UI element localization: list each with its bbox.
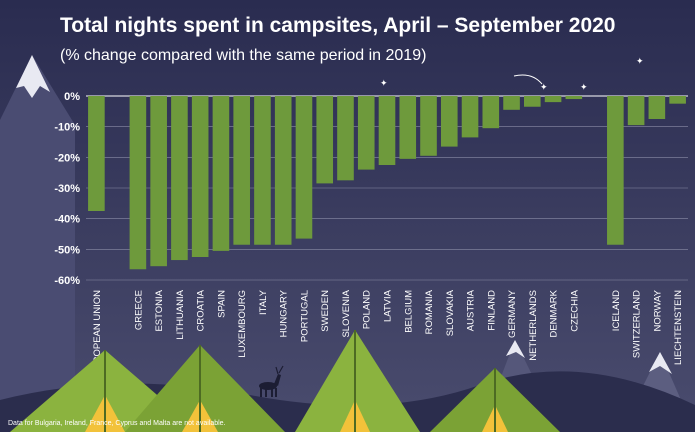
star-icon: ✦ <box>380 79 388 89</box>
x-tick-label: GERMANY <box>507 289 518 338</box>
chart-subtitle: (% change compared with the same period … <box>60 47 427 64</box>
y-tick-label: 0% <box>64 91 80 103</box>
bar <box>440 96 458 147</box>
bar <box>274 96 292 245</box>
x-tick-label: LITHUANIA <box>175 289 186 339</box>
x-tick-label: HUNGARY <box>279 289 290 337</box>
shooting-star-icon: ✦ <box>540 83 548 93</box>
tent-icon <box>430 368 560 432</box>
x-tick-label: ESTONIA <box>154 289 165 331</box>
bar <box>607 96 624 245</box>
snowcap-left <box>16 55 50 98</box>
x-tick-label: POLAND <box>362 290 373 329</box>
x-tick-label: LUXEMBOURG <box>237 290 248 358</box>
snowcap-right <box>649 352 672 374</box>
bar <box>378 96 396 165</box>
mountain-left <box>0 55 75 432</box>
bar <box>171 96 188 261</box>
y-tick-label: -60% <box>54 275 80 287</box>
bar <box>357 96 375 170</box>
x-tick-label: PORTUGAL <box>299 290 310 342</box>
x-tick-label: SWITZERLAND <box>632 290 643 358</box>
y-tick-label: -50% <box>54 244 80 256</box>
y-tick-label: -20% <box>54 152 80 164</box>
x-tick-label: CROATIA <box>196 289 207 331</box>
bar <box>461 96 479 138</box>
x-tick-label: EUROPEAN UNION <box>92 290 103 377</box>
bar <box>191 96 209 257</box>
bar <box>544 96 562 103</box>
x-tick-label: FINLAND <box>486 290 497 331</box>
y-tick-label: -40% <box>54 214 80 226</box>
bar <box>88 96 105 211</box>
y-axis-ticks: 0% -10% -20% -30% -40% -50% -60% <box>54 91 80 287</box>
bars <box>88 96 686 270</box>
bar <box>524 96 541 107</box>
bar <box>233 96 250 245</box>
bar <box>150 96 167 267</box>
x-tick-label: DENMARK <box>549 289 560 337</box>
y-tick-label: -30% <box>54 183 80 195</box>
shooting-star-trail <box>513 74 543 85</box>
x-tick-label: SLOVENIA <box>341 289 352 337</box>
deer-icon <box>259 365 284 397</box>
bar <box>503 96 520 110</box>
x-tick-label: SPAIN <box>216 290 227 318</box>
x-tick-label: NORWAY <box>652 289 663 331</box>
x-tick-label: ICELAND <box>611 290 622 331</box>
x-tick-label: LATVIA <box>383 289 394 322</box>
x-tick-label: CZECHIA <box>569 289 580 331</box>
bar <box>669 96 686 104</box>
bar <box>295 96 313 239</box>
bar <box>627 96 645 126</box>
x-tick-label: BELGIUM <box>403 290 414 333</box>
bar <box>337 96 354 181</box>
stars: ✦ ✦ ✦ ✦ <box>380 57 644 93</box>
x-tick-label: SWEDEN <box>320 290 331 332</box>
bar <box>129 96 147 270</box>
bar <box>648 96 666 119</box>
tents <box>10 330 560 432</box>
snowcap-mid <box>506 340 525 358</box>
tent-icon <box>295 330 420 432</box>
x-tick-label: GREECE <box>133 290 144 330</box>
x-tick-label: AUSTRIA <box>466 289 477 331</box>
bar <box>254 96 271 245</box>
footnote: Data for Bulgaria, Ireland, France, Cypr… <box>8 420 226 427</box>
bar <box>399 96 417 159</box>
x-tick-label: LIECHTENSTEIN <box>673 290 684 365</box>
bar <box>565 96 583 100</box>
bar <box>420 96 437 156</box>
bar <box>482 96 500 129</box>
tent-icon <box>125 345 285 432</box>
chart-title: Total nights spent in campsites, April –… <box>60 14 616 37</box>
x-tick-label: NETHERLANDS <box>528 290 539 361</box>
bar <box>212 96 230 251</box>
star-icon: ✦ <box>636 57 644 67</box>
x-axis-labels: EUROPEAN UNION GREECE ESTONIA LITHUANIA CROA… <box>92 289 684 376</box>
star-icon: ✦ <box>580 83 588 93</box>
y-tick-label: -10% <box>54 122 80 134</box>
x-tick-label: SLOVAKIA <box>445 289 456 336</box>
bar <box>316 96 334 184</box>
x-tick-label: ITALY <box>258 289 269 315</box>
x-tick-label: ROMANIA <box>424 289 435 334</box>
